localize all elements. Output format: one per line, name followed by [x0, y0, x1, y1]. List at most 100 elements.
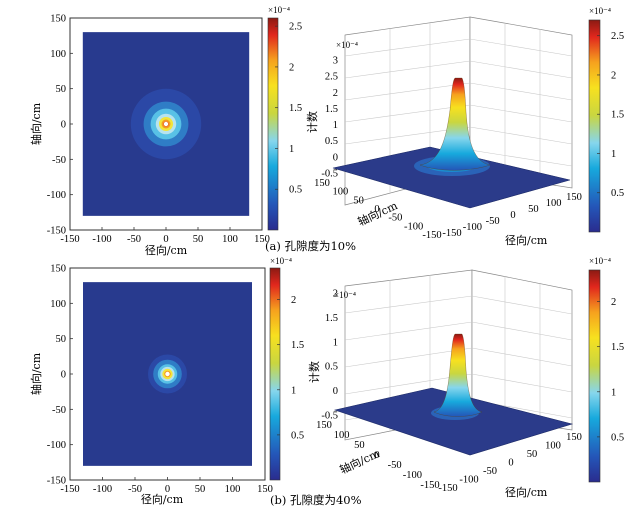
panel-b-surface-colorbar	[588, 269, 601, 483]
panel-b-surface-colorbar-ticks: 2 1.5 1 0.5	[597, 297, 624, 443]
pa-yt3-label: -50	[388, 213, 402, 224]
panel-b-map-x-label: 径向/cm	[141, 492, 184, 506]
pa-ytick-label: -100	[47, 190, 66, 201]
pa-cb3-label: 1	[611, 149, 616, 160]
pa-yt3-label: 0	[374, 204, 379, 215]
panel-a-surface-z-exponent: ×10⁻⁴	[336, 40, 358, 50]
pb-yt3-label: 50	[354, 440, 365, 451]
panel-b-map-rings	[148, 354, 187, 394]
pa-xt3-label: 50	[528, 204, 539, 215]
pb-xt3-label: 50	[527, 449, 538, 460]
pb-xt3-label: -100	[459, 475, 478, 486]
pa-peak-core	[163, 121, 169, 127]
pb-xtick-label: 150	[257, 484, 273, 495]
pb-ytick-label: -150	[47, 476, 66, 487]
panel-b-surface-z-ticks: 2 1.5 1 0.5 0 -0.5	[321, 289, 338, 422]
pb-cb3-label: 2	[611, 297, 616, 308]
pb-cb-label: 1.5	[291, 340, 304, 351]
pa-xtick-label: 50	[193, 234, 204, 245]
pb-yt3-label: 0	[374, 450, 379, 461]
pb-ytick-label: 150	[50, 264, 66, 275]
panel-b-map-y-label: 轴向/cm	[29, 352, 43, 395]
panel-a-map-x-ticks: -150 -100 -50 0 50 100 150	[60, 227, 270, 245]
pb-ytick-label: 100	[50, 299, 66, 310]
pa-yt3-label: 150	[314, 178, 330, 189]
pa-ytick-label: 0	[61, 120, 66, 131]
pa-cb3-label: 1.5	[611, 110, 624, 121]
panel-b-surface-x-label: 径向/cm	[505, 485, 548, 499]
pa-xtick-label: 100	[222, 234, 238, 245]
pa-ytick-label: 150	[50, 14, 66, 25]
panel-a-map-colorbar-exponent: ×10⁻⁴	[268, 5, 290, 15]
pb-xt3-label: 0	[508, 458, 513, 469]
panel-b-surface-side-wall	[471, 269, 573, 431]
panel-a-map-y-ticks: 150 100 50 0 -50 -100 -150	[47, 14, 73, 237]
pa-xtick-label: -150	[60, 234, 79, 245]
pb-xt3-label: 100	[545, 441, 561, 452]
pb-cb-label: 1	[291, 385, 296, 396]
panel-b-surface-z-exponent: ×10⁻⁴	[334, 290, 356, 300]
pa-zt-label: 2.5	[325, 72, 338, 83]
pb-xt3-label: -150	[438, 483, 457, 494]
pa-cb-label: 2.5	[289, 22, 302, 33]
panel-a-surface-floor	[332, 146, 571, 209]
pa-yt3-label: -100	[404, 221, 423, 232]
pb-yt3-label: 100	[334, 430, 350, 441]
pb-xt3-label: -50	[483, 466, 497, 477]
pb-yt3-label: -50	[388, 460, 402, 471]
pa-xtick-label: -100	[92, 234, 111, 245]
pb-cb-label: 2	[291, 295, 296, 306]
pb-zt-label: 1	[333, 337, 338, 348]
pb-xt3-label: 150	[566, 432, 582, 443]
pa-xt3-label: 100	[546, 198, 562, 209]
pa-xt3-label: -100	[463, 222, 482, 233]
pa-xtick-label: 150	[254, 234, 270, 245]
pb-xtick-label: 0	[165, 484, 170, 495]
pa-zt-label: 1	[333, 120, 338, 131]
panel-a-map-x-label: 径向/cm	[145, 243, 188, 257]
pb-zt-label: 1.5	[325, 313, 338, 324]
pa-cb3-label: 2	[611, 70, 616, 81]
panel-b-map: -150 -100 -50 0 50 100 150 150100500-50-100-15…	[29, 256, 304, 506]
pa-ytick-label: -50	[52, 155, 66, 166]
pa-zt-label: 0.5	[325, 136, 338, 147]
pa-yt3-label: 100	[332, 187, 348, 198]
panel-a-map-colorbar	[267, 17, 279, 231]
pa-ytick-label: 50	[56, 84, 67, 95]
pb-cb3-label: 1	[611, 387, 616, 398]
panel-a-surface-x-label: 径向/cm	[505, 233, 548, 247]
pb-cb3-label: 0.5	[611, 432, 624, 443]
pa-ytick-label: -150	[47, 226, 66, 237]
panel-a-surface: 32.521.510.50-0.5 ×10⁻⁴ 计数 150100500-50-…	[306, 6, 624, 247]
pb-zt-label: 2	[333, 289, 338, 300]
pa-cb-label: 1	[289, 144, 294, 155]
panel-b-surface-colorbar-exponent: ×10⁻⁴	[589, 256, 611, 266]
panel-a-surface-x-ticks: -150-100 -50 0 50 100 150	[442, 192, 582, 239]
pa-xt3-label: 0	[510, 210, 515, 221]
panel-b-map-colorbar-exponent: ×10⁻⁴	[270, 256, 292, 266]
pa-zt-label: 0	[333, 152, 338, 163]
panel-a-surface-side-wall	[469, 16, 573, 189]
panel-b-map-y-ticks: 150 100 50 0 -50 -100 -150	[47, 264, 73, 487]
pb-zt-label: -0.5	[321, 411, 338, 422]
panel-b-map-colorbar	[269, 267, 281, 481]
panel-a-map-rings	[130, 88, 202, 160]
pb-xtick-label: 50	[195, 484, 206, 495]
pa-xt3-label: -50	[486, 216, 500, 227]
pa-cb3-label: 2.5	[611, 31, 624, 42]
pa-yt3-label: -150	[422, 230, 441, 241]
pa-zt-label: 2	[333, 88, 338, 99]
panel-a-surface-z-ticks: 3 2.5 2 1.5 1 0.5 0 -0.5	[321, 56, 338, 180]
pa-yt3-label: 50	[353, 195, 364, 206]
pb-yt3-label: -150	[420, 480, 439, 491]
panel-a-surface-colorbar-exponent: ×10⁻⁴	[589, 6, 611, 16]
caption-b: (b) 孔隙度为40%	[270, 493, 362, 507]
pb-xtick-label: -150	[60, 484, 79, 495]
pa-zt-label: 3	[333, 56, 338, 67]
panel-b-surface-floor	[333, 387, 574, 456]
pa-cb-label: 0.5	[289, 185, 302, 196]
pa-xtick-label: 0	[163, 234, 168, 245]
panel-b-surface-x-ticks: -150-100 -50 0 50 100 150	[438, 432, 582, 494]
